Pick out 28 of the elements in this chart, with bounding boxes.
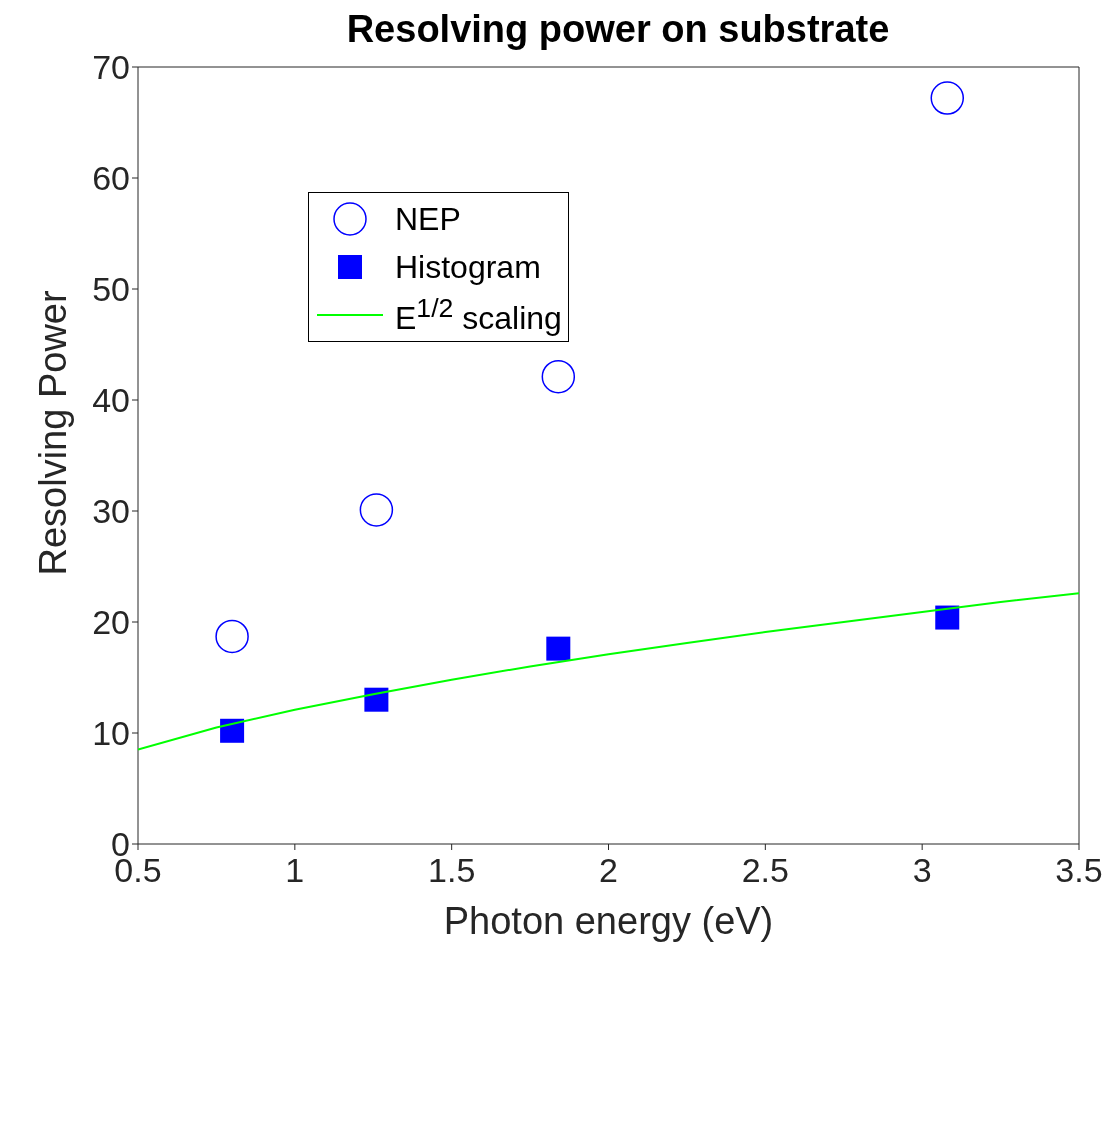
y-tick-label: 50 <box>92 270 130 309</box>
x-tick-label: 2 <box>599 851 618 890</box>
legend-label: E$^{1/2}$ scaling <box>395 293 562 337</box>
y-tick-label: 60 <box>92 159 130 198</box>
point <box>215 619 249 654</box>
point <box>359 493 394 527</box>
y-tick-label: 30 <box>92 492 130 531</box>
y-tick-label: 10 <box>92 714 130 753</box>
y-tick-label: 20 <box>92 603 130 642</box>
legend-label: Histogram <box>395 248 541 286</box>
point <box>930 81 965 115</box>
x-axis-title: Photon energy (eV) <box>443 900 774 942</box>
point <box>364 687 389 712</box>
x-tick-label: 2.5 <box>741 851 789 890</box>
legend-label: NEP <box>395 200 461 238</box>
point <box>935 605 960 630</box>
chart-title: Resolving power on substrate <box>346 8 890 50</box>
x-tick-label: 1.5 <box>428 851 476 890</box>
y-tick-label: 70 <box>92 48 130 87</box>
x-tick-label: 1 <box>285 851 305 890</box>
point <box>220 718 245 743</box>
x-tick-label: 3 <box>912 851 932 890</box>
point <box>546 636 571 661</box>
y-tick-label: 40 <box>92 381 130 420</box>
x-tick-label: 3.5 <box>1055 851 1103 890</box>
line-series <box>138 592 1079 751</box>
point <box>541 359 576 394</box>
y-axis-title: Resolving Power <box>32 290 75 576</box>
